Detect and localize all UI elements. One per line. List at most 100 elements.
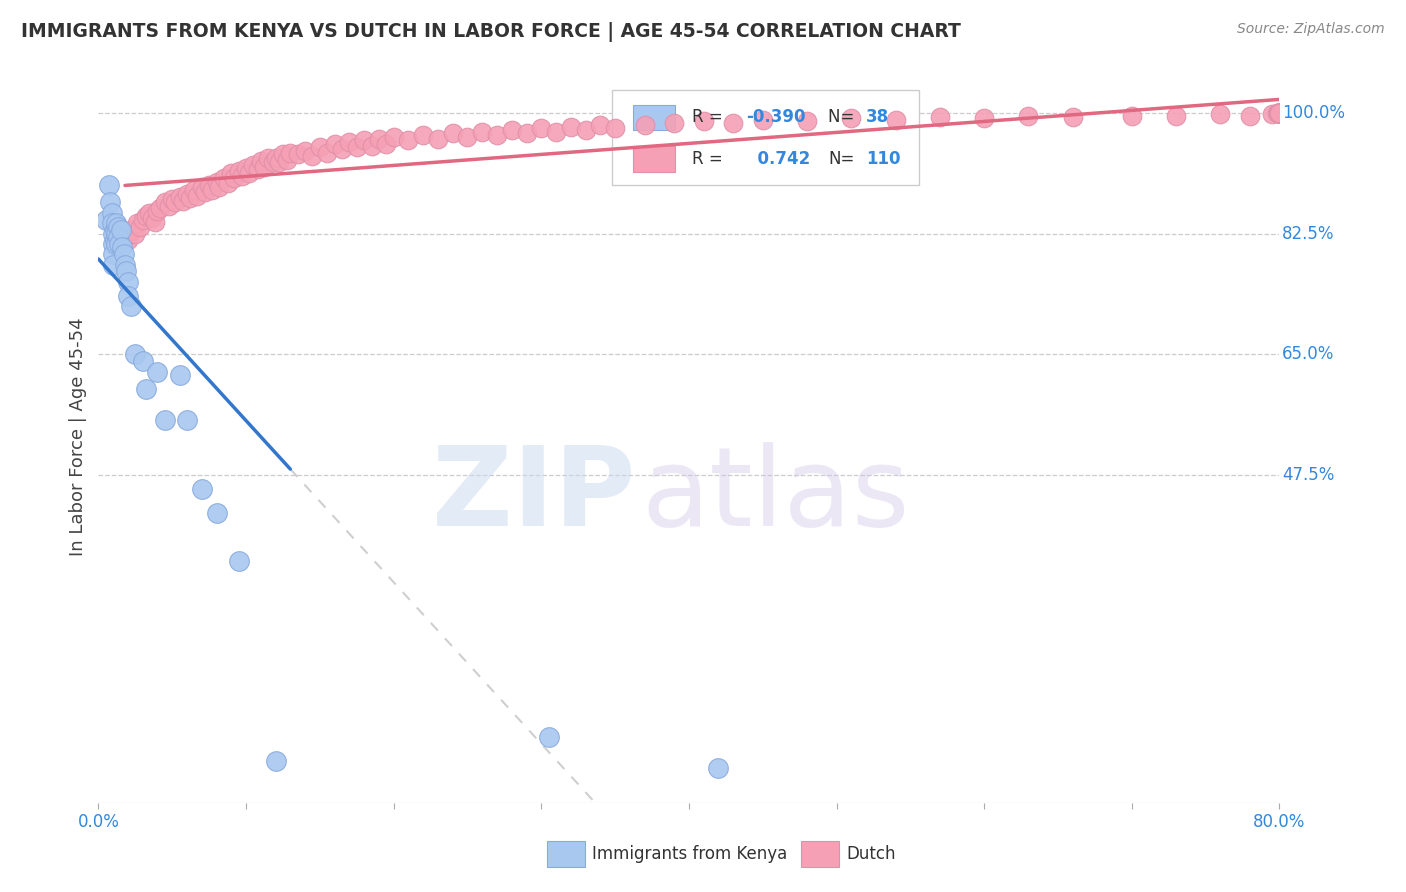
Point (751, 112, 773, 127)
Point (839, 112, 862, 126)
Point (208, 179, 231, 194)
Point (186, 188, 208, 202)
Point (375, 136, 398, 151)
Point (257, 151, 280, 165)
Point (103, 258, 125, 272)
Bar (634, 104, 675, 130)
Point (264, 151, 287, 165)
Text: Dutch: Dutch (846, 845, 896, 863)
Point (165, 195, 187, 210)
FancyBboxPatch shape (612, 90, 920, 185)
Point (108, 236, 131, 251)
Point (97, 178, 120, 193)
Point (125, 216, 148, 230)
Bar (801, 841, 839, 867)
Point (1268, 105, 1291, 120)
Point (124, 347, 146, 361)
Point (103, 236, 125, 251)
Point (149, 201, 172, 215)
Point (103, 227, 125, 241)
Point (228, 554, 250, 568)
Point (309, 140, 332, 154)
Text: 38: 38 (866, 109, 889, 127)
Point (169, 368, 191, 382)
Point (205, 175, 228, 189)
Text: 47.5%: 47.5% (1282, 466, 1334, 484)
Point (301, 148, 323, 162)
Point (605, 120, 627, 135)
Point (107, 230, 129, 244)
Point (1268, 105, 1291, 120)
Point (928, 110, 950, 124)
Point (382, 129, 405, 144)
Point (264, 755, 287, 769)
Point (141, 211, 163, 225)
Point (884, 112, 907, 127)
Point (1239, 109, 1261, 123)
Text: 110: 110 (866, 150, 901, 168)
Text: ZIP: ZIP (433, 442, 636, 549)
Point (176, 187, 198, 202)
Point (120, 299, 142, 313)
Point (138, 206, 160, 220)
Point (94, 212, 117, 227)
Point (1268, 105, 1291, 120)
Text: 82.5%: 82.5% (1282, 225, 1334, 243)
Point (1268, 105, 1291, 120)
Point (1268, 105, 1291, 120)
Point (1268, 105, 1291, 120)
Point (246, 162, 269, 177)
Point (250, 154, 273, 169)
Point (194, 185, 217, 199)
Point (115, 264, 138, 278)
Text: 100.0%: 100.0% (1282, 103, 1344, 122)
Point (117, 288, 139, 302)
Point (176, 413, 198, 427)
Point (1265, 106, 1288, 120)
Point (574, 123, 596, 137)
Point (1209, 107, 1232, 121)
Point (217, 176, 239, 190)
Point (107, 219, 129, 234)
Point (278, 145, 302, 160)
Point (183, 183, 205, 197)
Point (110, 223, 132, 237)
Text: atlas: atlas (641, 442, 910, 549)
Point (114, 230, 136, 244)
Point (721, 116, 744, 130)
Point (1268, 105, 1291, 120)
Point (368, 132, 391, 146)
Point (179, 191, 201, 205)
Point (1164, 109, 1187, 123)
Point (1121, 109, 1143, 123)
Point (537, 731, 560, 745)
Point (103, 247, 125, 261)
Point (707, 761, 730, 775)
Point (471, 125, 494, 139)
Point (353, 133, 375, 147)
Text: 65.0%: 65.0% (1282, 345, 1334, 363)
Point (1268, 105, 1291, 120)
Point (120, 223, 142, 237)
Point (316, 145, 339, 160)
Point (271, 147, 294, 161)
Point (157, 199, 180, 213)
Point (360, 139, 382, 153)
Point (104, 234, 127, 248)
Text: R =: R = (693, 150, 728, 168)
Point (441, 127, 464, 141)
Point (212, 171, 235, 186)
Point (1268, 105, 1291, 120)
Point (242, 157, 264, 171)
Point (153, 413, 176, 427)
Point (124, 227, 146, 241)
Point (544, 125, 567, 139)
Point (191, 180, 214, 194)
Point (153, 195, 176, 210)
Point (427, 132, 450, 146)
Point (973, 112, 995, 126)
Point (105, 216, 128, 230)
Point (224, 171, 246, 186)
Point (253, 160, 276, 174)
Text: Immigrants from Kenya: Immigrants from Kenya (592, 845, 787, 863)
